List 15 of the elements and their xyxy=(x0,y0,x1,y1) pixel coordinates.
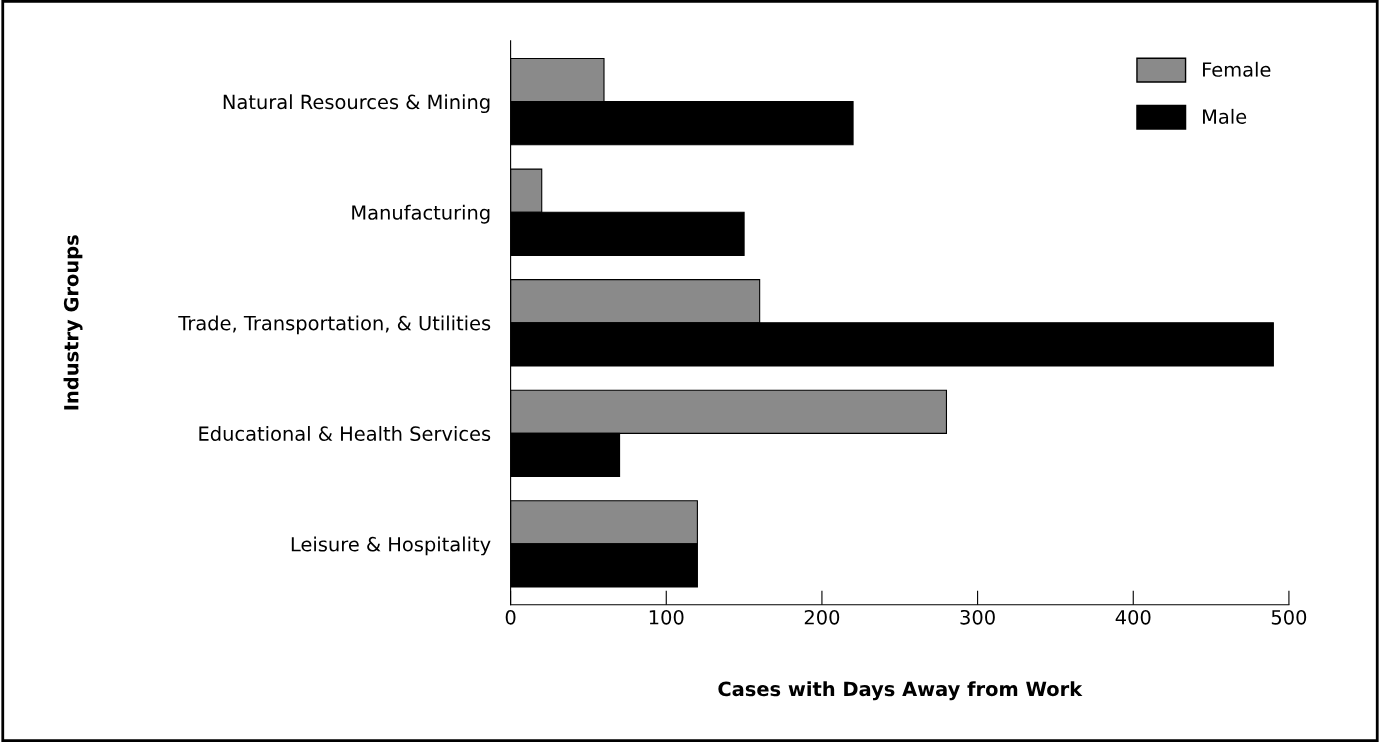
y-tick-label: Manufacturing xyxy=(352,204,490,224)
x-tick-label: 0 xyxy=(505,609,516,625)
x-tick-label: 100 xyxy=(649,609,684,625)
legend-label: Female xyxy=(1203,61,1271,77)
y-axis-title: Industry Groups xyxy=(63,235,83,410)
x-tick-label: 300 xyxy=(960,609,995,625)
y-tick-label: Trade, Transportation, & Utilities xyxy=(178,315,491,335)
y-tick-label: Educational & Health Services xyxy=(199,425,491,442)
x-tick-label: 400 xyxy=(1115,609,1151,625)
y-tick-label: Natural Resources & Mining xyxy=(223,94,490,114)
y-tick-label: Leisure & Hospitality xyxy=(291,536,491,556)
legend-label: Male xyxy=(1203,108,1247,124)
x-axis-title: Cases with Days Away from Work xyxy=(718,681,1083,701)
x-tick-label: 200 xyxy=(804,609,840,625)
x-tick-label: 500 xyxy=(1271,609,1307,625)
